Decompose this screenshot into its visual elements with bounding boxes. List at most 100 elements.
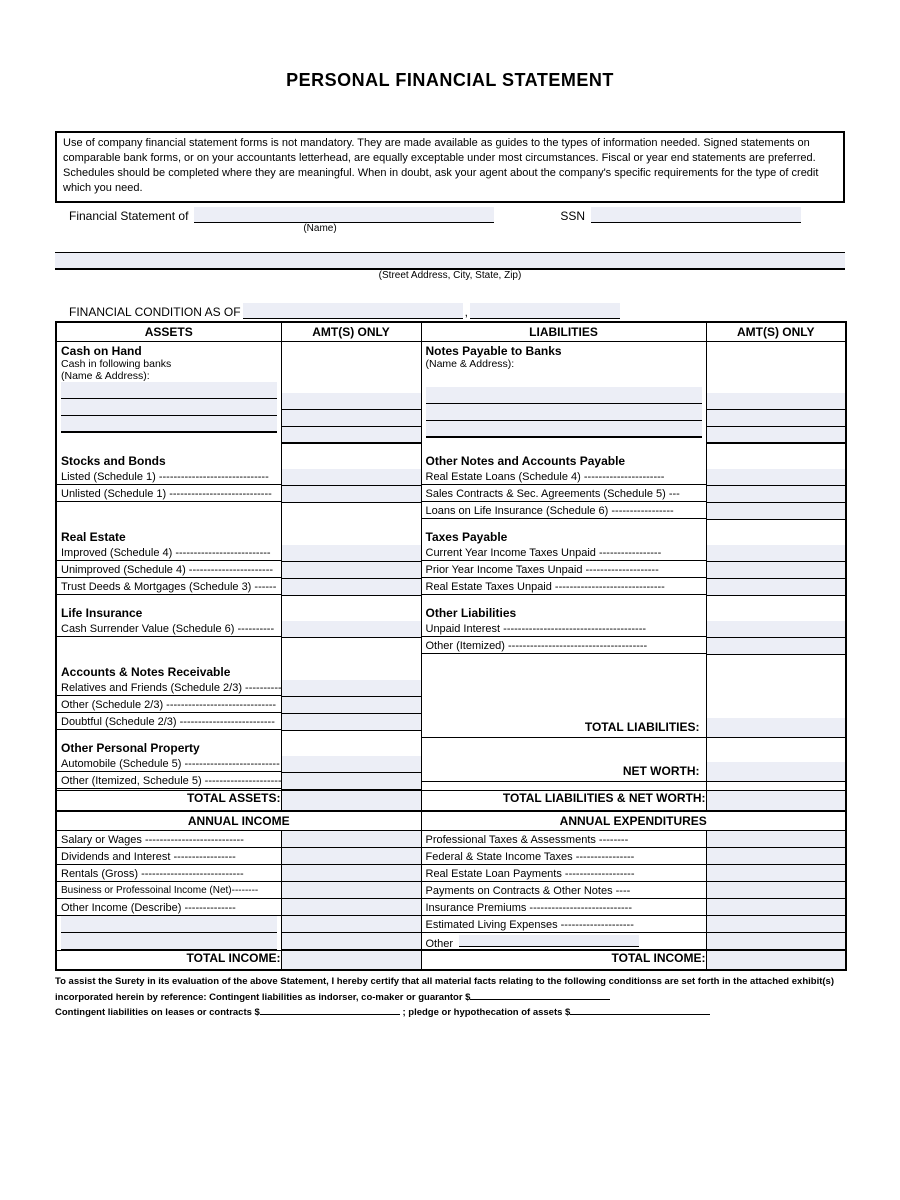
liab-on-loans: Loans on Life Insurance (Schedule 6) ---… xyxy=(422,502,706,519)
exp-prof: Professional Taxes & Assessments -------… xyxy=(422,831,706,848)
cert-fill-2[interactable] xyxy=(260,1005,400,1015)
label-total-liab: TOTAL LIABILITIES: xyxy=(422,718,706,738)
exp-fed: Federal & State Income Taxes -----------… xyxy=(422,848,706,865)
input-ssn[interactable] xyxy=(591,207,801,223)
amt-stocks-listed[interactable] xyxy=(282,469,421,486)
amt-net-worth[interactable] xyxy=(707,762,846,782)
input-name[interactable] xyxy=(194,207,494,223)
amt-total-liab[interactable] xyxy=(707,718,846,738)
amt-ol-other[interactable] xyxy=(707,638,846,655)
amt-exp-re[interactable] xyxy=(707,865,846,882)
exp-other-input[interactable] xyxy=(459,935,639,947)
amt-inc-rentals[interactable] xyxy=(282,865,421,882)
liab-notes-line1[interactable] xyxy=(426,387,702,404)
amt-re-trust[interactable] xyxy=(282,579,421,596)
amt-inc-other[interactable] xyxy=(282,899,421,916)
amt-exp-ins[interactable] xyxy=(707,899,846,916)
liab-notes-sub: (Name & Address): xyxy=(422,358,706,370)
amt-acc-other[interactable] xyxy=(282,697,421,714)
th-annual-exp: ANNUAL EXPENDITURES xyxy=(421,811,846,831)
amt-exp-fed[interactable] xyxy=(707,848,846,865)
amt-ol-interest[interactable] xyxy=(707,621,846,638)
amt-on-re[interactable] xyxy=(707,469,846,486)
label-total-lnw: TOTAL LIABILITIES & NET WORTH: xyxy=(421,791,706,811)
amt-on-sales[interactable] xyxy=(707,486,846,503)
liab-othernotes-head: Other Notes and Accounts Payable xyxy=(422,452,706,468)
cert-line1: To assist the Surety in its evaluation o… xyxy=(55,976,834,987)
liab-notes-line3[interactable] xyxy=(426,421,702,438)
assets-re-head: Real Estate xyxy=(57,528,281,544)
amt-inc-other2[interactable] xyxy=(282,916,421,933)
amt-notes-1[interactable] xyxy=(707,393,846,410)
exp-other-label: Other xyxy=(426,938,454,950)
inc-salary: Salary or Wages ------------------------… xyxy=(57,831,281,848)
input-address[interactable] xyxy=(55,252,845,270)
amt-acc-doubt[interactable] xyxy=(282,714,421,731)
amt-tax-re[interactable] xyxy=(707,579,846,596)
amt-stocks-unlisted[interactable] xyxy=(282,486,421,503)
amt-notes-2[interactable] xyxy=(707,410,846,427)
liab-ol-interest: Unpaid Interest ------------------------… xyxy=(422,620,706,637)
amt-tax-cur[interactable] xyxy=(707,545,846,562)
th-liabilities: LIABILITIES xyxy=(421,322,706,342)
amt-total-income[interactable] xyxy=(281,950,421,970)
amt-tax-prior[interactable] xyxy=(707,562,846,579)
liab-tax-re: Real Estate Taxes Unpaid ---------------… xyxy=(422,578,706,595)
amt-exp-prof[interactable] xyxy=(707,831,846,848)
amt-re-improved[interactable] xyxy=(282,545,421,562)
page-title: PERSONAL FINANCIAL STATEMENT xyxy=(55,70,845,91)
amt-inc-dividends[interactable] xyxy=(282,848,421,865)
exp-ins: Insurance Premiums ---------------------… xyxy=(422,899,706,916)
cert-fill-3[interactable] xyxy=(570,1005,710,1015)
amt-cash-1[interactable] xyxy=(282,393,421,410)
liab-ol-other: Other (Itemized) -----------------------… xyxy=(422,637,706,654)
intro-box: Use of company financial statement forms… xyxy=(55,131,845,203)
assets-cash-sub2: (Name & Address): xyxy=(57,370,281,382)
cert-fill-1[interactable] xyxy=(470,990,610,1000)
assets-cash-line2[interactable] xyxy=(61,399,277,416)
inc-dividends: Dividends and Interest ----------------- xyxy=(57,848,281,865)
assets-stocks-unlisted: Unlisted (Schedule 1) ------------------… xyxy=(57,485,281,502)
amt-life-csv[interactable] xyxy=(282,621,421,638)
amt-other-item[interactable] xyxy=(282,773,421,790)
amt-exp-est[interactable] xyxy=(707,916,846,933)
amt-total-assets[interactable] xyxy=(281,791,421,811)
amt-exp-other[interactable] xyxy=(707,933,846,950)
amt-on-loans[interactable] xyxy=(707,503,846,520)
input-fincond-year[interactable] xyxy=(470,303,620,319)
th-annual-income: ANNUAL INCOME xyxy=(56,811,421,831)
liab-notes-line2[interactable] xyxy=(426,404,702,421)
amt-exp-pay[interactable] xyxy=(707,882,846,899)
amt-re-unimproved[interactable] xyxy=(282,562,421,579)
amt-total-exp[interactable] xyxy=(706,950,846,970)
cert-line2a: incorporated herein by reference: Contin… xyxy=(55,992,470,1003)
inc-other-line1[interactable] xyxy=(61,916,277,933)
liab-notes-head: Notes Payable to Banks xyxy=(422,342,706,358)
amt-inc-other3[interactable] xyxy=(282,933,421,950)
amt-cash-3[interactable] xyxy=(282,427,421,444)
input-fincond-month[interactable] xyxy=(243,303,463,319)
exp-est: Estimated Living Expenses --------------… xyxy=(422,916,706,933)
inc-other-line2[interactable] xyxy=(61,933,277,950)
sublabel-name: (Name) xyxy=(0,223,845,234)
assets-cash-line1[interactable] xyxy=(61,382,277,399)
amt-notes-3[interactable] xyxy=(707,427,846,444)
assets-acc-other: Other (Schedule 2/3) -------------------… xyxy=(57,696,281,713)
label-total-exp: TOTAL INCOME: xyxy=(421,950,706,970)
inc-other: Other Income (Describe) -------------- xyxy=(57,899,281,916)
exp-re: Real Estate Loan Payments --------------… xyxy=(422,865,706,882)
amt-cash-2[interactable] xyxy=(282,410,421,427)
exp-pay: Payments on Contracts & Other Notes ---- xyxy=(422,882,706,899)
amt-inc-salary[interactable] xyxy=(282,831,421,848)
assets-re-unimproved: Unimproved (Schedule 4) ----------------… xyxy=(57,561,281,578)
amt-inc-business[interactable] xyxy=(282,882,421,899)
assets-cash-line3[interactable] xyxy=(61,416,277,433)
assets-other-auto: Automobile (Schedule 5) ----------------… xyxy=(57,755,281,772)
th-amt2: AMT(S) ONLY xyxy=(706,322,846,342)
assets-life-csv: Cash Surrender Value (Schedule 6) ------… xyxy=(57,620,281,637)
amt-total-lnw[interactable] xyxy=(706,791,846,811)
cert-line3b: ; pledge or hypothecation of assets $ xyxy=(402,1007,570,1018)
amt-other-auto[interactable] xyxy=(282,756,421,773)
amt-acc-rel[interactable] xyxy=(282,680,421,697)
liab-tax-cur: Current Year Income Taxes Unpaid -------… xyxy=(422,544,706,561)
